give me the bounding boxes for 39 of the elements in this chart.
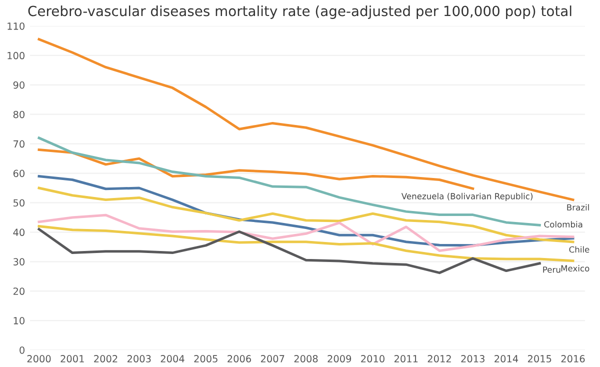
chart-title: Cerebro-vascular diseases mortality rate (age-adjusted per 100,000 pop) total	[28, 6, 572, 19]
y-tick-label: 10	[14, 317, 24, 324]
y-tick-label: 40	[13, 228, 24, 236]
x-tick-label: 2014	[494, 355, 518, 362]
x-tick-label: 2009	[328, 355, 352, 362]
y-tick-label: 20	[13, 288, 24, 295]
y-tick-label: 90	[13, 81, 24, 89]
line-series	[38, 228, 541, 274]
y-tick-label: 100	[8, 52, 24, 60]
x-tick-label: 2000	[27, 355, 51, 362]
y-tick-label: 80	[13, 110, 24, 118]
x-tick-label: 2013	[461, 355, 484, 362]
x-tick-label: 2011	[394, 355, 418, 362]
x-tick-label: 2010	[361, 355, 384, 362]
x-tick-label: 2008	[294, 355, 318, 362]
series-label: Brazil	[567, 204, 589, 211]
x-tick-label: 2002	[94, 355, 118, 362]
y-tick-label: 60	[13, 170, 24, 178]
y-tick-label: 30	[14, 258, 24, 266]
x-tick-label: 2015	[528, 355, 552, 362]
x-tick-label: 2001	[60, 355, 84, 362]
x-tick-label: 2006	[228, 355, 252, 362]
y-tick-label: 0	[20, 346, 24, 354]
line-series	[38, 38, 574, 202]
series-label: Venezuela (Bolivarian Republic)	[401, 192, 533, 201]
x-tick-label: 2007	[260, 355, 284, 362]
x-tick-label: 2016	[561, 355, 585, 362]
series-label: Chile	[569, 246, 590, 253]
y-tick-label: 50	[14, 199, 24, 207]
x-tick-label: 2004	[160, 355, 184, 362]
x-tick-label: 2003	[127, 355, 151, 362]
line-series	[38, 136, 541, 226]
x-tick-label: 2012	[428, 355, 451, 362]
y-tick-label: 70	[14, 140, 24, 148]
series-label: Peru	[543, 266, 560, 273]
series-label: Mexico	[561, 265, 590, 272]
x-tick-label: 2005	[194, 355, 218, 362]
series-label: Colombia	[544, 221, 582, 228]
y-tick-label: 110	[8, 22, 24, 30]
